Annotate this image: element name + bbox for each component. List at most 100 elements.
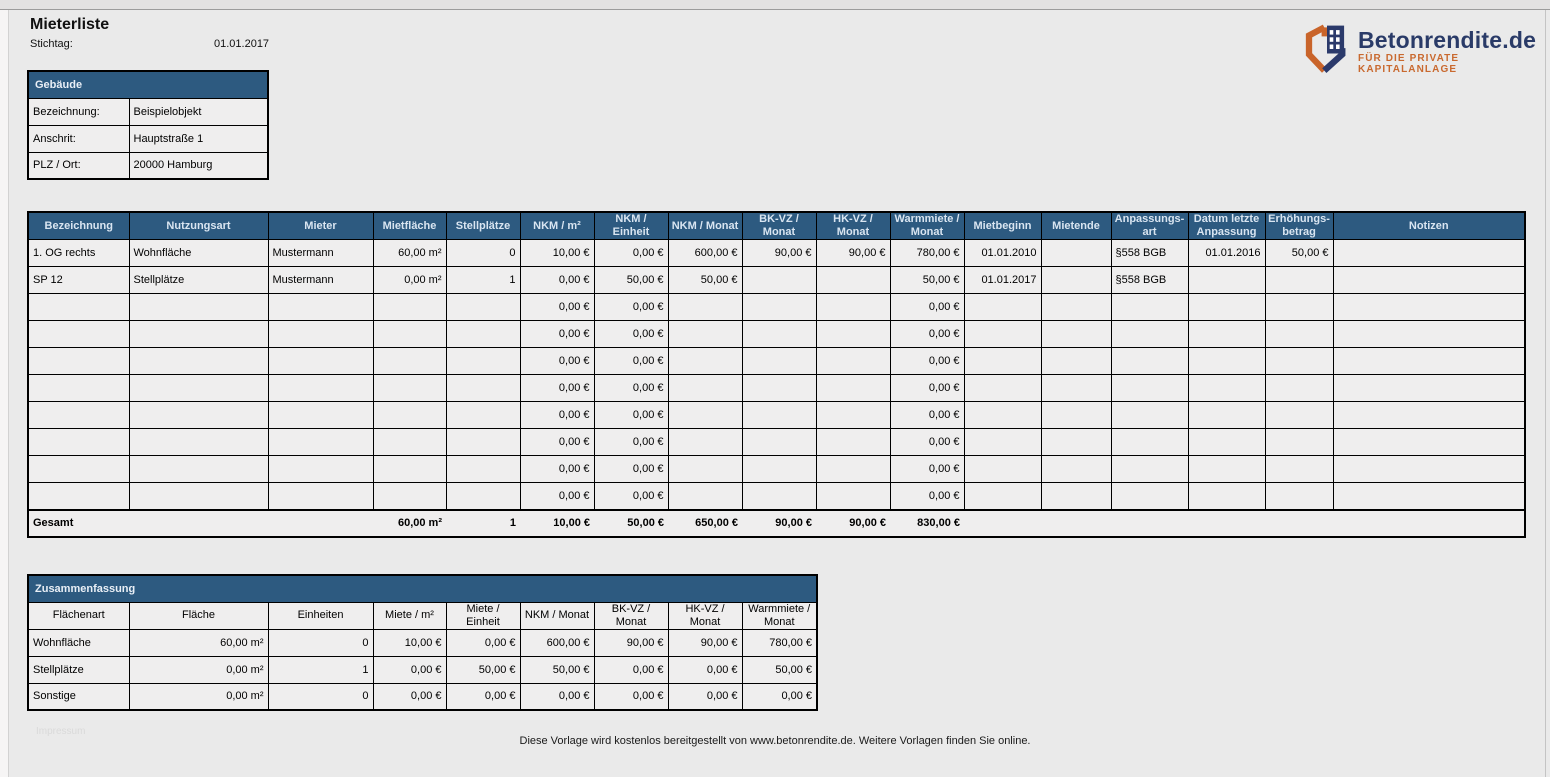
cell[interactable] [27, 293, 130, 321]
cell[interactable] [667, 428, 743, 456]
cell[interactable] [741, 374, 817, 402]
cell[interactable]: 50,00 € [889, 266, 965, 294]
cell[interactable]: 830,00 € [890, 508, 964, 537]
cell[interactable]: 60,00 m² [372, 239, 447, 267]
cell[interactable]: 0,00 € [593, 401, 669, 429]
cell[interactable] [27, 401, 130, 429]
cell[interactable]: 1 [446, 508, 520, 537]
cell[interactable] [1264, 482, 1334, 510]
cell[interactable] [815, 266, 891, 294]
cell[interactable] [815, 347, 891, 375]
cell[interactable]: 90,00 € [816, 508, 890, 537]
cell[interactable] [1110, 347, 1189, 375]
cell[interactable]: 650,00 € [668, 508, 742, 537]
cell[interactable] [815, 320, 891, 348]
cell[interactable] [1264, 455, 1334, 483]
cell[interactable] [267, 401, 374, 429]
cell[interactable]: 20000 Hamburg [128, 151, 269, 180]
cell[interactable] [372, 347, 447, 375]
cell[interactable]: 0,00 € [519, 347, 595, 375]
cell[interactable] [1264, 266, 1334, 294]
cell[interactable]: 0,00 € [889, 347, 965, 375]
cell[interactable]: 0,00 € [519, 482, 595, 510]
cell[interactable]: 0,00 € [593, 320, 669, 348]
cell[interactable] [1264, 374, 1334, 402]
cell[interactable]: §558 BGB [1110, 239, 1189, 267]
cell[interactable]: SP 12 [27, 266, 130, 294]
cell[interactable]: 0,00 € [519, 428, 595, 456]
cell[interactable]: 0,00 € [593, 655, 669, 684]
cell[interactable] [1040, 482, 1112, 510]
stichtag-value[interactable]: 01.01.2017 [214, 38, 270, 50]
cell[interactable] [445, 428, 521, 456]
cell[interactable] [964, 508, 1041, 537]
cell[interactable]: 0,00 € [889, 455, 965, 483]
cell[interactable] [1264, 320, 1334, 348]
cell[interactable] [741, 401, 817, 429]
cell[interactable] [128, 428, 269, 456]
cell[interactable]: 0,00 € [889, 374, 965, 402]
cell[interactable]: 0,00 € [889, 482, 965, 510]
cell[interactable] [1264, 428, 1334, 456]
cell[interactable]: 1 [267, 655, 374, 684]
cell[interactable] [1187, 482, 1266, 510]
cell[interactable] [372, 293, 447, 321]
cell[interactable] [267, 320, 374, 348]
cell[interactable] [27, 482, 130, 510]
cell[interactable] [741, 455, 817, 483]
cell[interactable] [1040, 347, 1112, 375]
cell[interactable]: Stellplätze [128, 266, 269, 294]
cell[interactable] [1187, 293, 1266, 321]
cell[interactable] [1332, 347, 1526, 375]
cell[interactable]: 01.01.2017 [963, 266, 1042, 294]
cell[interactable]: §558 BGB [1110, 266, 1189, 294]
cell[interactable]: 90,00 € [742, 508, 816, 537]
cell[interactable] [128, 320, 269, 348]
cell[interactable]: 01.01.2016 [1187, 239, 1266, 267]
cell[interactable]: 90,00 € [593, 628, 669, 657]
cell[interactable] [963, 320, 1042, 348]
cell[interactable] [963, 347, 1042, 375]
cell[interactable] [128, 455, 269, 483]
cell[interactable] [1187, 320, 1266, 348]
cell[interactable]: 0,00 € [593, 347, 669, 375]
cell[interactable] [1040, 320, 1112, 348]
cell[interactable] [267, 293, 374, 321]
cell[interactable]: 0,00 € [593, 482, 669, 510]
cell[interactable]: 0,00 € [889, 320, 965, 348]
cell[interactable]: 50,00 € [667, 266, 743, 294]
cell[interactable]: 0 [267, 682, 374, 711]
cell[interactable] [445, 320, 521, 348]
cell[interactable] [1110, 374, 1189, 402]
cell[interactable] [741, 293, 817, 321]
cell[interactable] [1040, 239, 1112, 267]
cell[interactable] [1040, 293, 1112, 321]
cell[interactable] [741, 320, 817, 348]
cell[interactable] [1041, 508, 1111, 537]
cell[interactable] [1110, 428, 1189, 456]
cell[interactable] [1110, 320, 1189, 348]
cell[interactable] [1332, 482, 1526, 510]
cell[interactable] [815, 401, 891, 429]
cell[interactable]: Sonstige [27, 682, 130, 711]
cell[interactable] [267, 482, 374, 510]
cell[interactable]: 0 [267, 628, 374, 657]
cell[interactable] [27, 347, 130, 375]
cell[interactable]: 90,00 € [741, 239, 817, 267]
cell[interactable]: 0,00 m² [128, 655, 269, 684]
cell[interactable]: 50,00 € [1264, 239, 1334, 267]
cell[interactable]: 50,00 € [519, 655, 595, 684]
cell[interactable] [267, 347, 374, 375]
cell[interactable]: 0,00 € [519, 266, 595, 294]
cell[interactable] [815, 374, 891, 402]
cell[interactable] [963, 428, 1042, 456]
cell[interactable] [667, 401, 743, 429]
cell[interactable]: 0,00 € [889, 401, 965, 429]
cell[interactable] [129, 508, 268, 537]
cell[interactable]: Mustermann [267, 239, 374, 267]
cell[interactable] [1187, 347, 1266, 375]
cell[interactable] [741, 428, 817, 456]
cell[interactable]: Mustermann [267, 266, 374, 294]
cell[interactable]: 0,00 € [667, 682, 743, 711]
cell[interactable]: Gesamt [28, 508, 129, 537]
